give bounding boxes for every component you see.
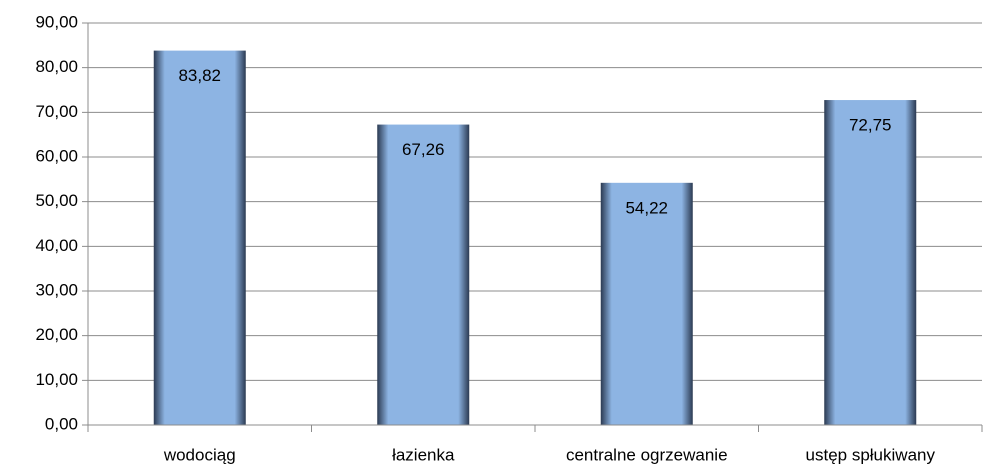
x-tick-label: wodociąg [163,445,236,464]
y-tick-label: 70,00 [35,102,78,121]
y-tick-label: 30,00 [35,280,78,299]
y-tick-label: 20,00 [35,325,78,344]
bar [377,124,470,426]
bar [153,50,246,425]
y-tick-label: 10,00 [35,370,78,389]
bar [824,100,917,426]
y-tick-label: 60,00 [35,146,78,165]
y-tick-label: 0,00 [45,414,78,433]
bar [600,182,693,425]
data-label: 72,75 [849,116,892,135]
x-tick-label: centralne ogrzewanie [566,445,728,464]
data-label: 83,82 [178,66,221,85]
x-tick-label: ustęp spłukiwany [806,445,936,464]
data-label: 54,22 [625,198,668,217]
data-label: 67,26 [402,140,445,159]
x-tick-label: łazienka [392,445,455,464]
y-tick-label: 90,00 [35,12,78,31]
y-tick-label: 40,00 [35,236,78,255]
y-tick-label: 50,00 [35,191,78,210]
y-tick-label: 80,00 [35,57,78,76]
